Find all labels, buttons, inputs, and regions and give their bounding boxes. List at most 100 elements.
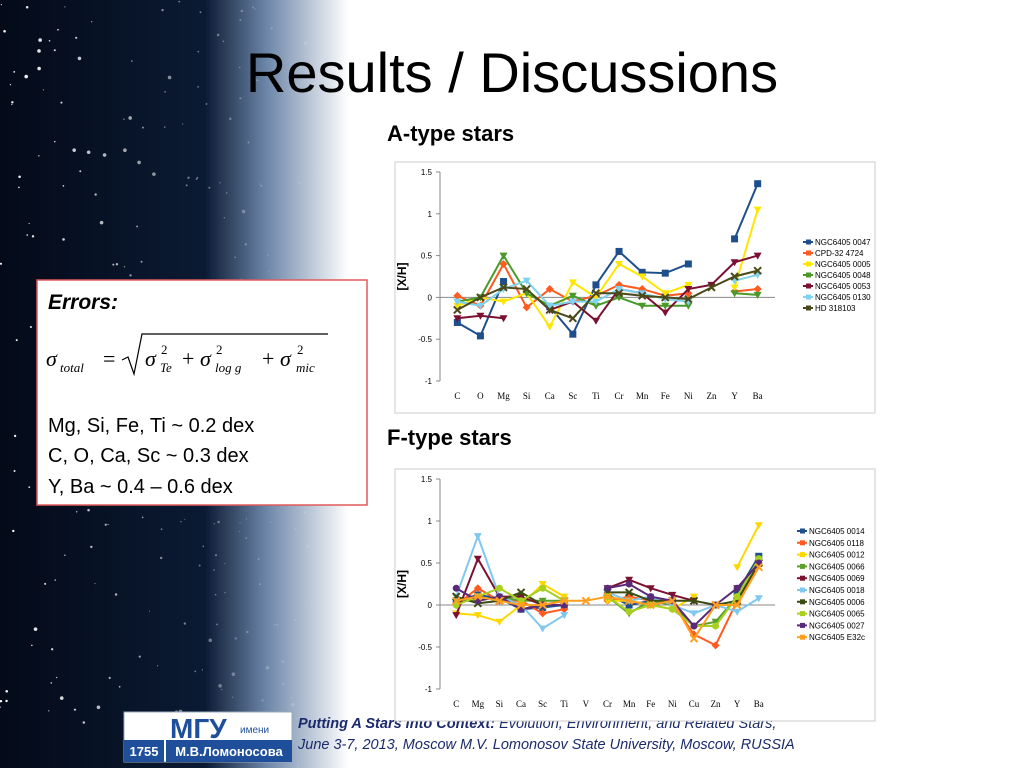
marker	[604, 584, 611, 592]
marker	[539, 584, 547, 592]
star	[99, 220, 104, 225]
marker	[499, 315, 508, 323]
marker	[453, 302, 462, 310]
y-axis-label: [X/H]	[395, 263, 409, 291]
star	[247, 141, 250, 144]
x-tick-label: Ti	[560, 699, 568, 709]
marker	[538, 625, 547, 633]
star	[72, 148, 76, 152]
star	[201, 669, 204, 671]
star	[25, 6, 29, 9]
star	[0, 262, 3, 265]
marker	[473, 612, 482, 620]
star	[214, 593, 217, 596]
marker	[689, 596, 699, 606]
x-tick-label: Ti	[592, 391, 600, 401]
star	[304, 603, 307, 606]
star	[15, 339, 18, 342]
marker	[560, 593, 569, 601]
y-tick-label: -0.5	[418, 335, 432, 344]
marker	[499, 259, 508, 268]
marker	[684, 286, 693, 294]
marker	[732, 600, 742, 610]
marker	[730, 290, 739, 298]
marker	[684, 260, 692, 268]
logo-year: 1755	[130, 744, 159, 759]
star	[142, 126, 144, 129]
marker	[476, 302, 485, 310]
marker	[733, 593, 741, 601]
star	[318, 168, 320, 170]
legend-marker	[800, 528, 805, 534]
star	[232, 696, 234, 698]
star	[9, 84, 12, 86]
x-tick-label: Zn	[706, 391, 716, 401]
star	[3, 29, 6, 33]
formula-sup: 2	[297, 342, 304, 357]
star	[96, 705, 101, 710]
star	[259, 183, 261, 185]
star	[129, 274, 132, 277]
star	[197, 50, 200, 53]
star	[239, 19, 242, 21]
formula-symbol: σ	[46, 346, 58, 371]
star	[29, 325, 32, 329]
formula-symbol: σ	[145, 346, 157, 371]
star	[38, 155, 40, 157]
x-tick-label: Cr	[603, 699, 612, 709]
x-tick-label: Ca	[545, 391, 555, 401]
x-tick-label: C	[454, 391, 460, 401]
x-tick-label: Ca	[516, 699, 526, 709]
marker	[569, 330, 577, 338]
chart-title: F-type stars	[387, 425, 512, 450]
marker	[647, 593, 655, 601]
legend-marker	[800, 599, 805, 605]
marker	[452, 596, 461, 606]
legend-marker	[800, 634, 805, 640]
marker	[689, 593, 698, 601]
formula-operator: =	[103, 346, 115, 371]
star	[91, 21, 93, 23]
legend-marker	[806, 250, 811, 256]
formula-sub: log g	[215, 360, 242, 375]
star	[182, 123, 184, 125]
y-tick-label: 0	[428, 601, 433, 610]
marker	[753, 252, 762, 260]
star	[180, 521, 182, 523]
venue: June 3-7, 2013, Moscow M.V. Lomonosov St…	[297, 737, 795, 753]
star	[160, 528, 163, 530]
marker	[730, 284, 739, 292]
legend-marker	[806, 239, 811, 245]
logo-full: М.В.Ломоносова	[175, 744, 283, 759]
star	[308, 222, 311, 224]
x-tick-label: Mg	[472, 699, 485, 709]
star	[137, 160, 141, 165]
star	[64, 6, 66, 8]
star	[33, 627, 38, 631]
star	[298, 182, 301, 185]
marker	[638, 268, 646, 276]
marker	[730, 272, 739, 281]
star	[265, 665, 270, 670]
star	[229, 117, 232, 120]
star	[18, 175, 21, 179]
star	[244, 243, 248, 246]
x-tick-label: Fe	[646, 699, 655, 709]
marker	[473, 584, 482, 593]
legend-label: NGC6405 0053	[815, 282, 871, 291]
star	[205, 103, 208, 105]
marker	[707, 283, 716, 292]
error-line: Mg, Si, Fe, Ti ~ 0.2 dex	[48, 415, 254, 437]
marker	[690, 622, 698, 630]
marker	[560, 612, 569, 620]
star	[213, 569, 215, 571]
formula-symbol: σ	[200, 346, 212, 371]
star	[75, 36, 78, 39]
star	[268, 270, 270, 273]
legend-marker	[806, 261, 811, 267]
star	[281, 682, 285, 686]
x-tick-label: Ni	[684, 391, 693, 401]
marker	[711, 641, 720, 650]
formula-sub: mic	[296, 360, 315, 375]
star	[208, 186, 211, 189]
